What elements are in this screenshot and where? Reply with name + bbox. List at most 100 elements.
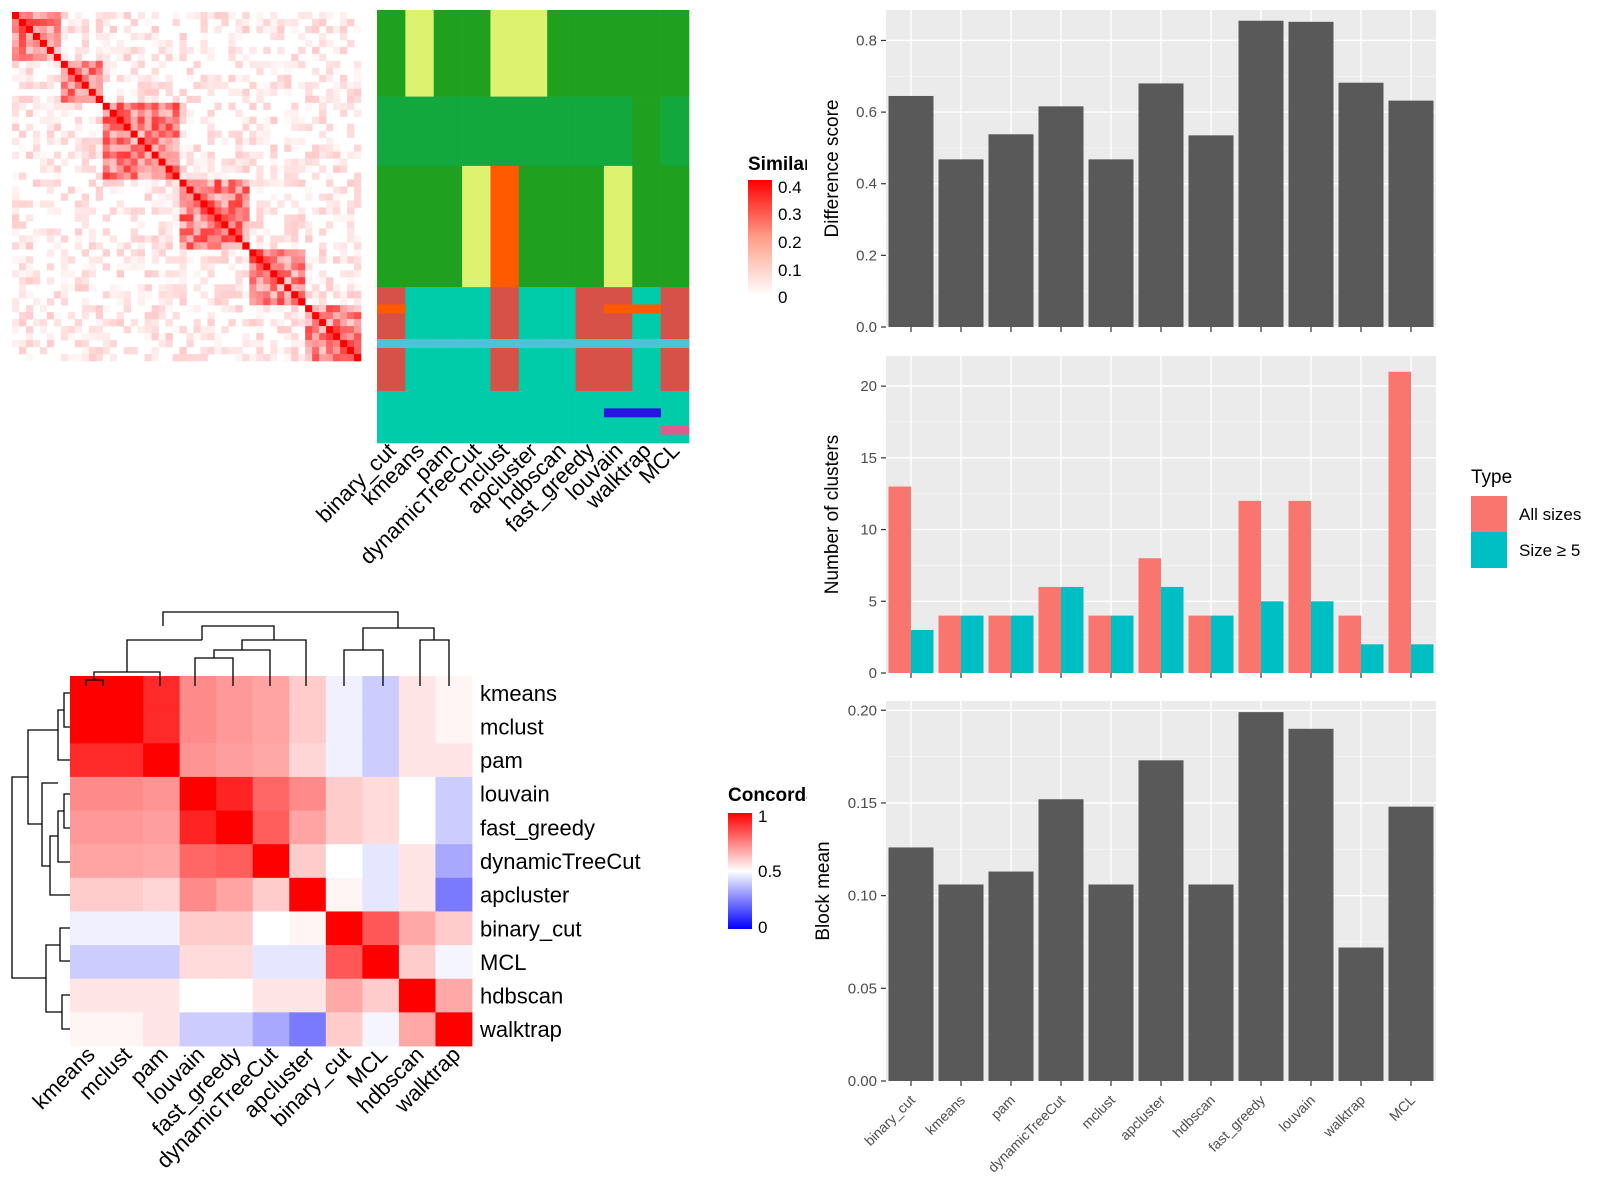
similarity-cell xyxy=(291,270,299,278)
similarity-cell xyxy=(312,333,320,341)
similarity-cell xyxy=(25,340,34,348)
similarity-cell xyxy=(81,305,90,313)
similarity-cell xyxy=(291,137,299,145)
similarity-cell xyxy=(193,12,201,20)
similarity-cell xyxy=(326,207,334,215)
concordance-cell xyxy=(435,911,473,946)
similarity-cell xyxy=(95,326,104,334)
concordance-cell xyxy=(435,945,473,980)
similarity-cell xyxy=(291,144,299,152)
similarity-cell xyxy=(242,116,250,124)
similarity-cell xyxy=(165,277,173,285)
similarity-cell xyxy=(354,74,362,83)
similarity-cell xyxy=(165,228,173,236)
similarity-cell xyxy=(25,277,34,285)
y-tick-label: 0.10 xyxy=(848,888,877,905)
similarity-cell xyxy=(81,88,90,97)
similarity-cell xyxy=(165,88,173,97)
similarity-cell xyxy=(151,207,159,215)
concordance-cell xyxy=(362,945,400,980)
similarity-cell xyxy=(284,326,292,334)
similarity-cell xyxy=(165,200,173,208)
concordance-cell xyxy=(70,709,107,744)
similarity-cell xyxy=(207,109,215,117)
similarity-cell xyxy=(151,116,159,124)
similarity-cell xyxy=(221,326,229,334)
similarity-cell xyxy=(298,179,306,187)
similarity-cell xyxy=(284,263,292,271)
bar xyxy=(1038,799,1084,1081)
concordance-row-label: louvain xyxy=(480,782,550,807)
similarity-cell xyxy=(130,74,138,83)
similarity-cell xyxy=(242,270,250,278)
y-tick-label: 0.2 xyxy=(856,247,877,264)
concordance-cell xyxy=(106,776,144,811)
similarity-cell xyxy=(158,193,166,201)
similarity-cell xyxy=(158,158,166,166)
y-tick-label: 5 xyxy=(869,593,877,610)
similarity-cell xyxy=(277,46,285,55)
similarity-cell xyxy=(60,284,69,292)
similarity-cell xyxy=(109,172,117,180)
similarity-cell xyxy=(214,242,222,250)
similarity-cell xyxy=(263,256,271,264)
similarity-cell xyxy=(186,186,194,194)
label-matrix-cell xyxy=(462,96,491,167)
concordance-cell xyxy=(435,877,473,912)
similarity-cell xyxy=(291,116,299,124)
similarity-cell xyxy=(67,88,76,97)
similarity-cell xyxy=(32,319,41,327)
similarity-cell xyxy=(333,102,341,111)
similarity-cell xyxy=(172,270,180,278)
similarity-cell xyxy=(263,18,271,27)
similarity-cell xyxy=(74,81,83,90)
similarity-cell xyxy=(291,53,299,62)
concordance-row-label: binary_cut xyxy=(480,916,582,941)
similarity-cell xyxy=(74,214,83,222)
similarity-cell xyxy=(151,32,159,41)
similarity-cell xyxy=(193,179,201,187)
similarity-cell xyxy=(130,179,138,187)
cluster-label-matrix xyxy=(377,10,690,444)
similarity-cell xyxy=(242,354,250,362)
similarity-cell xyxy=(165,74,173,83)
y-tick-label: 0.0 xyxy=(856,319,877,336)
similarity-cell xyxy=(284,193,292,201)
similarity-cell xyxy=(95,60,104,69)
similarity-cell xyxy=(165,221,173,229)
bar-all-sizes xyxy=(1038,586,1061,673)
similarity-cell xyxy=(158,46,166,55)
similarity-cell xyxy=(130,151,138,159)
similarity-cell xyxy=(12,102,20,111)
similarity-legend-bar xyxy=(748,180,772,296)
similarity-cell xyxy=(221,179,229,187)
similarity-cell xyxy=(74,53,83,62)
similarity-cell xyxy=(179,109,187,117)
similarity-cell xyxy=(67,67,76,76)
bar-size-5 xyxy=(1311,601,1334,673)
similarity-cell xyxy=(18,221,27,229)
similarity-cell xyxy=(284,228,292,236)
similarity-cell xyxy=(74,284,83,292)
concordance-cell xyxy=(143,743,181,778)
similarity-cell xyxy=(18,95,27,104)
label-matrix-cell xyxy=(518,165,548,288)
similarity-cell xyxy=(347,151,355,159)
label-matrix-cell xyxy=(377,165,406,288)
similarity-cell xyxy=(32,270,41,278)
similarity-cell xyxy=(74,165,83,173)
similarity-cell xyxy=(333,312,341,320)
label-matrix-cell xyxy=(377,10,406,97)
similarity-cell xyxy=(263,123,271,131)
similarity-cell xyxy=(60,53,69,62)
concordance-cell xyxy=(216,877,254,912)
similarity-cell xyxy=(74,60,83,69)
similarity-cell xyxy=(242,12,250,20)
similarity-cell xyxy=(277,270,285,278)
concordance-cell xyxy=(325,1012,363,1047)
similarity-cell xyxy=(165,53,173,62)
similarity-cell xyxy=(130,165,138,173)
similarity-cell xyxy=(179,298,187,306)
similarity-cell xyxy=(221,298,229,306)
